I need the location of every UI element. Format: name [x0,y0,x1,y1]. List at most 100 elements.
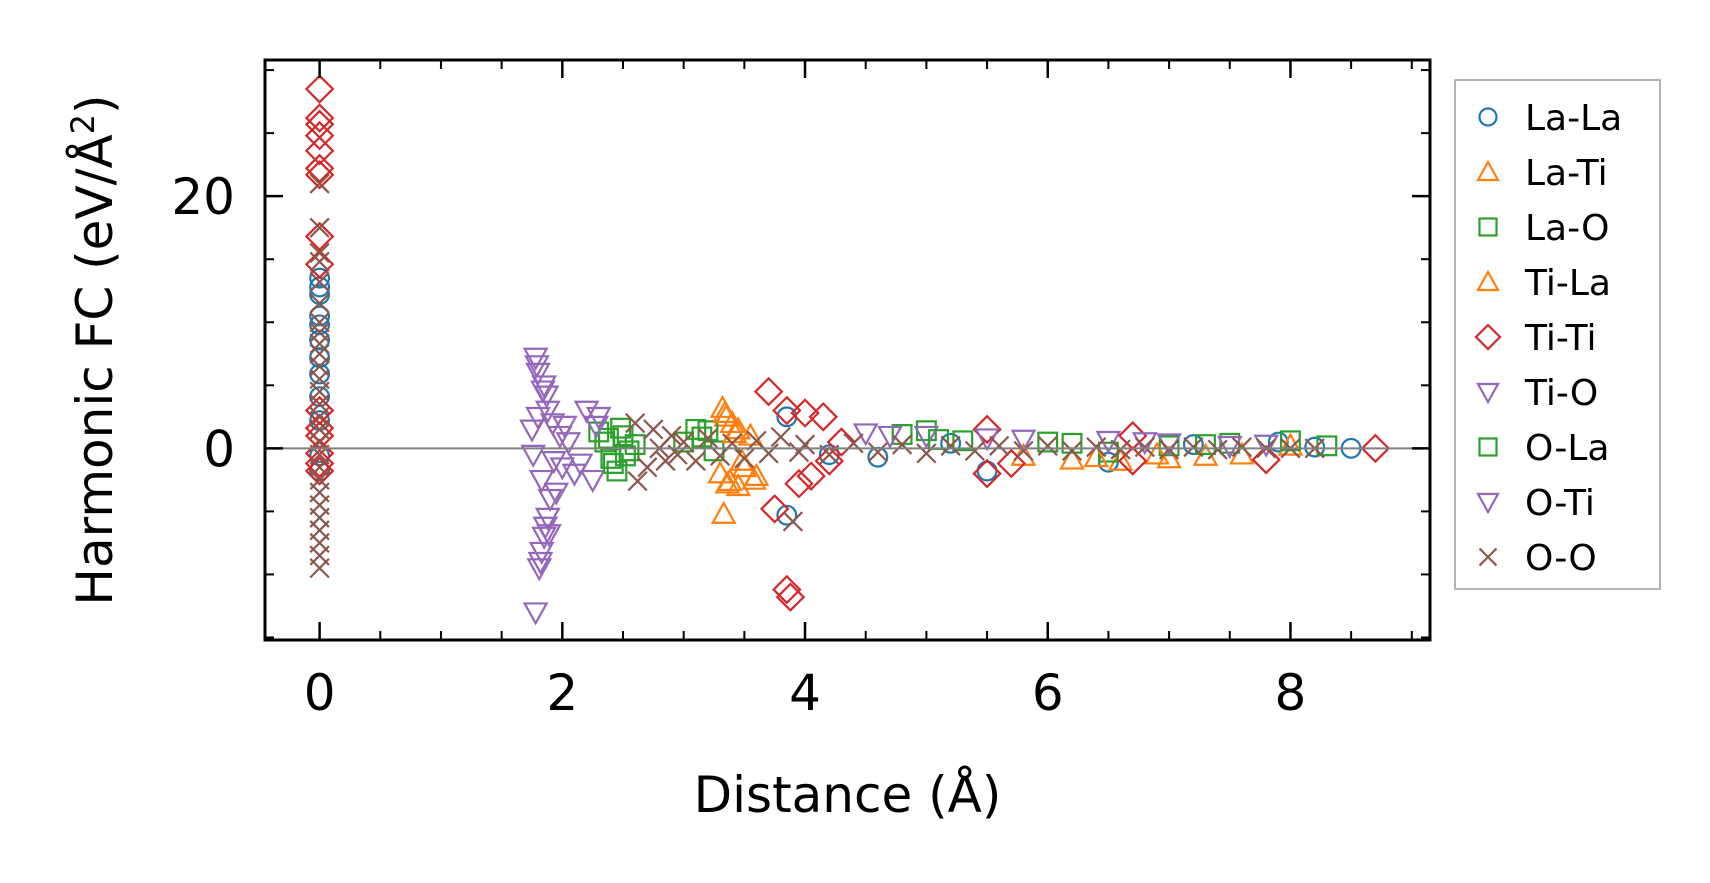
data-point [1231,436,1253,458]
data-point [796,461,826,491]
data-point [1279,430,1301,452]
data-point [1117,446,1148,476]
data-point [522,602,549,626]
data-point [790,398,820,428]
data-point [304,136,335,166]
data-point [753,376,784,407]
x-tick-label: 8 [1275,664,1307,722]
data-point [530,380,556,404]
legend-marker [1476,159,1500,182]
data-point [304,74,335,104]
data-point [1134,436,1155,458]
ticks-layer: 0 2 4 6 8 0 20 [171,60,1430,722]
data-point [972,458,1002,489]
data-point [309,305,331,327]
data-point [964,440,986,461]
data-point [1182,434,1204,456]
data-point [309,217,330,238]
data-point [543,482,570,506]
data-point [741,466,767,490]
data-point [522,347,549,371]
series-o-o [309,173,1325,579]
data-point [1183,436,1204,458]
legend-label: Ti-Ti [1524,318,1596,359]
data-point [952,430,974,452]
x-tick-label: 4 [789,664,821,722]
data-point [843,433,864,454]
data-point [309,312,330,333]
data-point [304,249,335,280]
data-point [707,460,733,484]
legend-marker [1478,107,1498,127]
data-point [625,413,646,434]
data-point [309,271,330,293]
legend-label: La-La [1525,98,1622,139]
data-point [536,524,562,548]
data-point [534,400,561,424]
data-point [643,419,664,440]
data-point [867,442,888,463]
data-point [309,251,330,272]
legend-label: Ti-O [1524,373,1598,414]
data-point [526,558,553,582]
data-point [309,267,331,289]
data-point [525,362,551,386]
data-point [1110,439,1131,460]
legend-label: La-Ti [1525,153,1608,194]
legend-label: O-O [1525,538,1597,579]
data-point [808,402,838,432]
y-axis-label-sup: 2 [64,114,102,134]
data-point [614,445,636,467]
data-point [916,443,937,464]
legend-label: Ti-La [1524,263,1611,304]
data-point [573,400,600,424]
data-point [775,582,806,612]
x-tick-label: 0 [304,664,336,722]
data-point [523,355,550,379]
data-point [940,435,961,456]
data-point [734,448,755,469]
y-tick-label: 0 [203,420,235,478]
legend-marker [1478,547,1498,567]
data-point [772,395,802,426]
data-point [697,428,719,449]
legend-label: O-Ti [1525,483,1595,524]
data-point [1253,434,1280,458]
legend-marker [1476,382,1500,405]
data-point [1061,440,1083,461]
data-point [309,363,331,385]
data-point [637,457,658,478]
x-axis-label: Distance (Å) [694,766,1002,824]
data-point [685,418,707,440]
data-point [770,426,791,448]
data-point [826,427,857,457]
series-o-ti [523,355,1280,582]
data-point [1037,431,1059,453]
data-point [655,450,676,472]
data-point [1010,429,1037,453]
data-point [772,574,802,605]
data-point [1059,446,1085,470]
data-point [309,293,330,314]
legend-marker [1478,217,1498,237]
data-point [710,500,737,524]
axes-frame [263,58,1432,642]
data-point [309,558,330,579]
x-tick-label: 2 [546,664,578,722]
data-point [304,103,335,133]
data-point [309,242,330,264]
data-point [1216,435,1243,460]
data-point [1083,443,1110,468]
data-point [759,494,790,524]
data-point [627,471,648,492]
data-point [794,434,816,455]
data-point [1107,447,1134,471]
data-point [309,386,331,408]
data-point [782,511,804,532]
data-point [618,440,640,462]
data-point [913,425,940,450]
data-point [852,423,879,447]
series-la-o [588,418,1338,482]
data-point [602,453,624,474]
